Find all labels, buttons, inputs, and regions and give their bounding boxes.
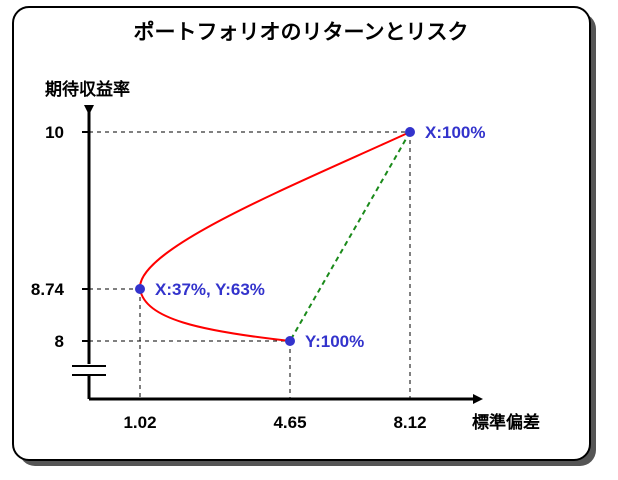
frontier-curve (138, 131, 411, 342)
y-axis-label: 期待収益率 (45, 79, 130, 100)
point-label: Y:100% (305, 332, 364, 351)
chart-frame (12, 6, 591, 461)
y-tick-label: 8.74 (31, 280, 65, 299)
data-point (405, 127, 415, 137)
y-tick-label: 8 (55, 332, 64, 351)
data-point (285, 336, 295, 346)
x-tick-label: 8.12 (393, 413, 426, 432)
y-tick-label: 10 (45, 123, 64, 142)
x-axis-label: 標準偏差 (472, 412, 540, 433)
x-tick-label: 1.02 (123, 413, 156, 432)
point-label: X:37%, Y:63% (155, 280, 265, 299)
x-tick-label: 4.65 (273, 413, 306, 432)
point-label: X:100% (425, 123, 485, 142)
chart-title: ポートフォリオのリターンとリスク (134, 20, 469, 44)
data-point (135, 284, 145, 294)
two-asset-straight-line (289, 131, 411, 342)
